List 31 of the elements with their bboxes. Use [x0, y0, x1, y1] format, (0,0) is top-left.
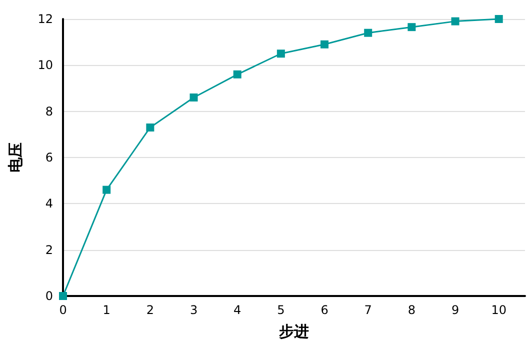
- x-tick-label: 8: [408, 303, 416, 317]
- point: [451, 17, 460, 26]
- x-tick-label: 1: [102, 303, 110, 317]
- point: [233, 70, 242, 78]
- y-tick-label: 0: [45, 289, 53, 303]
- point: [320, 40, 329, 48]
- x-tick-label: 5: [277, 303, 285, 317]
- x-axis-title: 步进: [278, 322, 309, 340]
- y-tick-label: 2: [45, 242, 53, 257]
- point: [102, 186, 111, 194]
- x-tick-label: 2: [146, 303, 154, 317]
- point: [408, 23, 416, 32]
- y-tick-label: 12: [38, 12, 53, 26]
- point: [59, 292, 67, 300]
- x-tick-label: 0: [59, 303, 67, 317]
- x-tick-label: 4: [234, 303, 242, 317]
- x-tick-label: 7: [364, 303, 372, 317]
- x-tick-label: 10: [491, 303, 506, 317]
- y-tick-label: 10: [38, 58, 53, 72]
- y-tick-label: 6: [45, 150, 53, 164]
- point: [364, 28, 372, 37]
- x-tick-label: 6: [320, 303, 328, 317]
- point: [276, 50, 285, 58]
- point: [146, 123, 154, 132]
- y-axis-title: 电压: [6, 142, 24, 172]
- y-tick-label: 4: [45, 196, 53, 211]
- x-tick-label: 3: [190, 303, 198, 317]
- x-tick-label: 9: [451, 303, 460, 317]
- point: [494, 15, 503, 23]
- y-tick-label: 8: [45, 104, 53, 118]
- point: [190, 93, 198, 102]
